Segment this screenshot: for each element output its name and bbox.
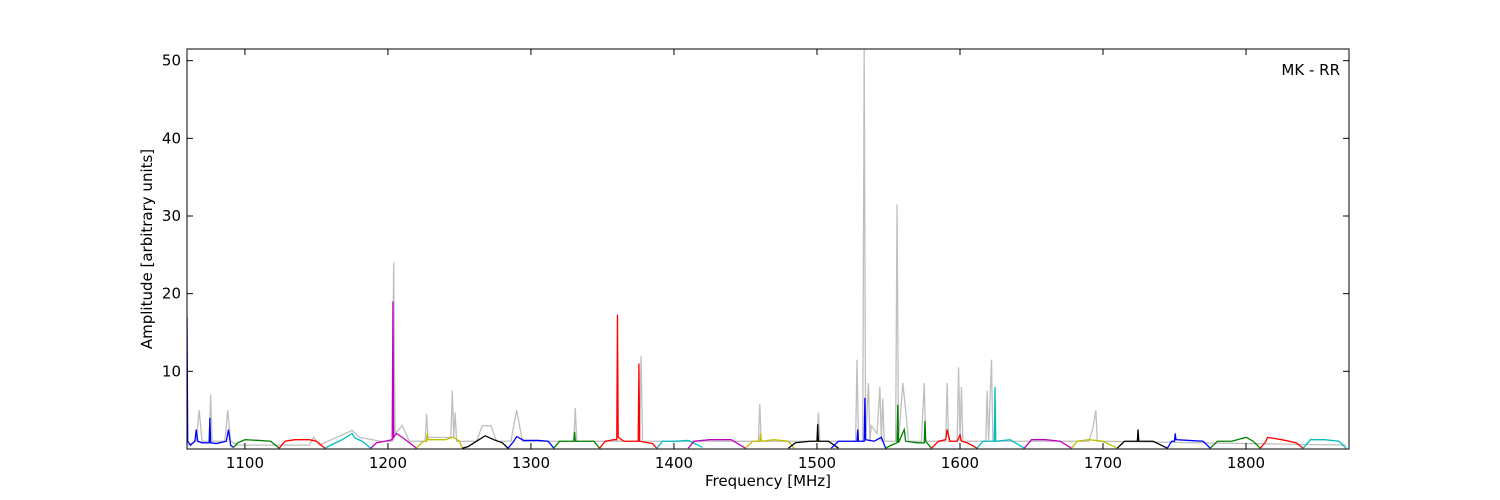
y-tick-label: 50 — [162, 52, 181, 70]
spectrum-line — [885, 404, 932, 449]
spectrum-line — [507, 435, 555, 449]
spectrum-line — [1209, 436, 1261, 449]
spectrum-line — [462, 435, 509, 449]
spectrum-line — [370, 301, 417, 449]
spectrum-line — [930, 429, 978, 449]
spectrum-line — [1166, 433, 1211, 449]
spectrum-line — [1071, 439, 1118, 449]
x-tick-label: 1100 — [226, 454, 264, 472]
spectrum-line — [187, 316, 234, 448]
spectrum-line — [416, 433, 463, 449]
spectrum-line — [187, 49, 1347, 446]
x-tick-label: 1200 — [369, 454, 407, 472]
spectrum-line — [1023, 439, 1072, 449]
spectrum-line — [553, 431, 601, 449]
x-tick-label: 1700 — [1084, 454, 1122, 472]
x-tick-label: 1600 — [941, 454, 979, 472]
spectrum-line — [278, 439, 326, 449]
y-tick-label: 40 — [162, 129, 181, 147]
x-tick-label: 1500 — [798, 454, 836, 472]
spectrum-line — [687, 439, 746, 449]
x-axis-label: Frequency [MHz] — [705, 472, 831, 490]
spectrum-line — [1116, 429, 1168, 449]
spectrum-line — [324, 432, 372, 449]
spectrum-line — [976, 386, 1025, 449]
spectrum-line — [787, 424, 839, 449]
spectrum-line — [1302, 439, 1347, 449]
spectrum-line — [830, 397, 887, 449]
x-tick-label: 1300 — [512, 454, 550, 472]
spectrum-line — [1259, 436, 1304, 449]
spectrum-line — [233, 439, 280, 449]
x-tick-label: 1400 — [655, 454, 693, 472]
y-tick-label: 20 — [162, 285, 181, 303]
y-axis-label: Amplitude [arbitrary units] — [138, 149, 156, 349]
spectrum-line — [599, 314, 658, 449]
y-tick-label: 30 — [162, 207, 181, 225]
spectrum-line — [745, 433, 795, 449]
plot-frame — [186, 48, 1350, 450]
y-tick-label: 10 — [162, 362, 181, 380]
annotation: MK - RR — [1281, 61, 1340, 79]
x-tick-label: 1800 — [1227, 454, 1265, 472]
